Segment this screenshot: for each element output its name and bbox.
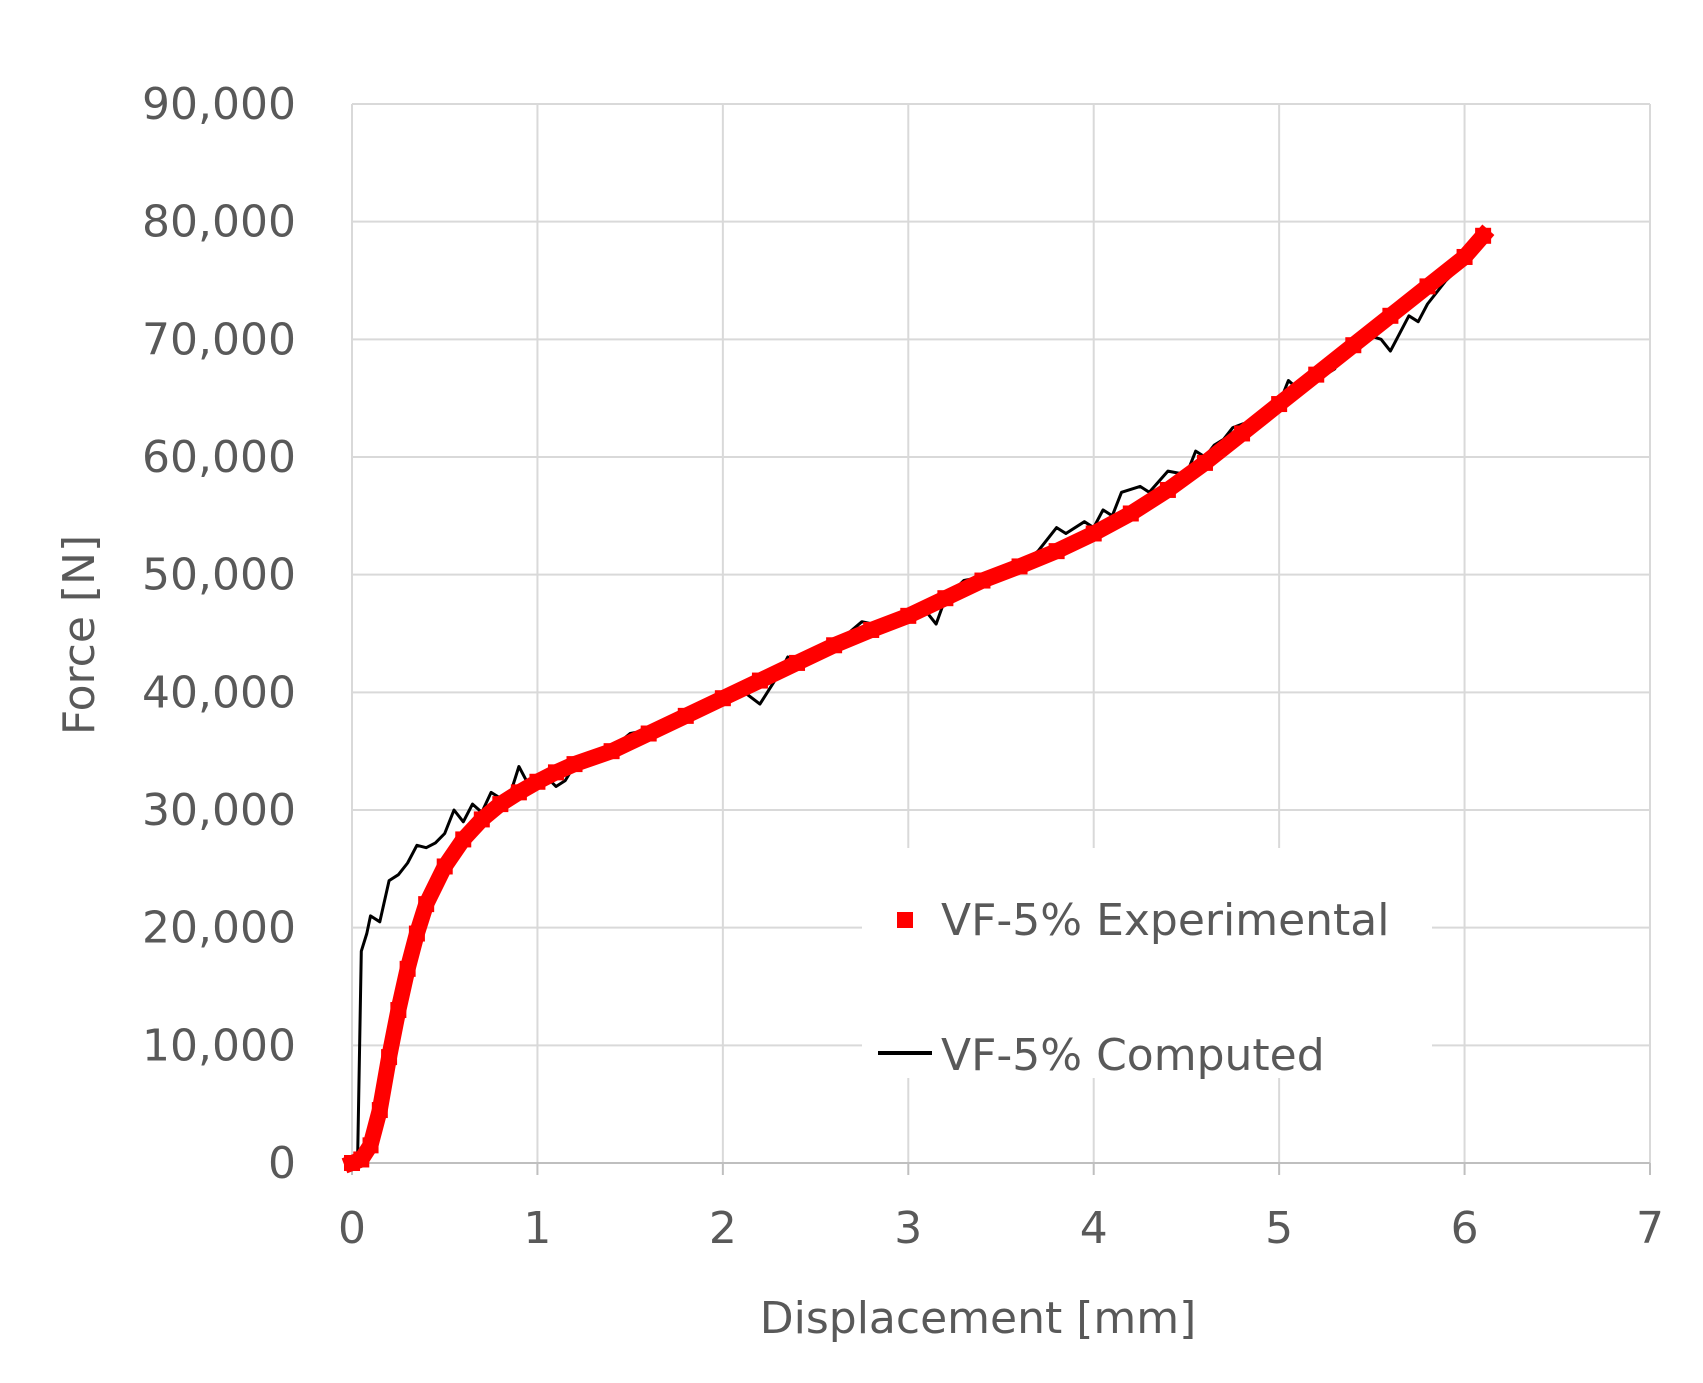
experimental-point: [455, 831, 472, 848]
y-tick-label: 50,000: [142, 550, 296, 601]
x-axis-title: Displacement [mm]: [760, 1293, 1197, 1344]
legend-computed-label: VF-5% Computed: [941, 1030, 1325, 1081]
x-tick-label: 3: [894, 1203, 922, 1254]
y-axis-title: Force [N]: [54, 535, 105, 735]
experimental-point: [1456, 248, 1473, 265]
x-tick-label: 4: [1080, 1203, 1108, 1254]
experimental-point: [640, 725, 657, 742]
experimental-point: [1196, 454, 1213, 471]
experimental-point: [974, 572, 991, 589]
x-tick-label: 2: [709, 1203, 737, 1254]
legend-experimental-marker: [897, 912, 913, 928]
tick-labels: 0 1 2 3 4 5 6 7 0 10,000 20,000 30,000 40,000 50,000 6…: [142, 79, 1664, 1254]
experimental-point: [1122, 505, 1139, 522]
experimental-point: [436, 858, 453, 875]
experimental-point: [492, 796, 509, 813]
experimental-point: [714, 690, 731, 707]
experimental-point: [473, 811, 490, 828]
y-tick-label: 0: [268, 1138, 296, 1189]
x-tick-label: 7: [1636, 1203, 1664, 1254]
experimental-point: [1345, 337, 1362, 354]
y-tick-label: 70,000: [142, 314, 296, 365]
experimental-point: [547, 764, 564, 781]
experimental-point: [399, 960, 416, 977]
experimental-point: [1048, 543, 1065, 560]
experimental-point: [603, 743, 620, 760]
experimental-point: [362, 1137, 379, 1154]
experimental-point: [789, 654, 806, 671]
experimental-point: [510, 784, 527, 801]
experimental-point: [566, 756, 583, 773]
experimental-point: [1419, 278, 1436, 295]
y-tick-label: 10,000: [142, 1020, 296, 1071]
experimental-point: [529, 773, 546, 790]
axes: [351, 1162, 1651, 1175]
x-tick-label: 0: [338, 1203, 366, 1254]
experimental-point: [1234, 425, 1251, 442]
experimental-point: [418, 896, 435, 913]
experimental-point: [1085, 525, 1102, 542]
experimental-point: [751, 672, 768, 689]
experimental-point: [1271, 396, 1288, 413]
plot-area: [341, 224, 1495, 1174]
experimental-point: [863, 621, 880, 638]
experimental-point: [1159, 481, 1176, 498]
legend-background: [862, 848, 1432, 1078]
experimental-point: [677, 707, 694, 724]
experimental-point: [371, 1102, 388, 1119]
y-tick-label: 80,000: [142, 197, 296, 248]
experimental-point: [1308, 366, 1325, 383]
y-tick-label: 20,000: [142, 903, 296, 954]
experimental-point: [1475, 227, 1492, 244]
x-tick-label: 1: [523, 1203, 551, 1254]
experimental-point: [1382, 307, 1399, 324]
y-tick-label: 60,000: [142, 432, 296, 483]
legend: VF-5% Experimental VF-5% Computed: [862, 848, 1432, 1081]
x-tick-label: 6: [1451, 1203, 1479, 1254]
experimental-point: [353, 1151, 370, 1168]
y-tick-label: 30,000: [142, 785, 296, 836]
experimental-point: [390, 1002, 407, 1019]
y-tick-label: 90,000: [142, 79, 296, 130]
experimental-point: [900, 607, 917, 624]
experimental-point: [826, 637, 843, 654]
experimental-point: [381, 1049, 398, 1066]
legend-experimental-label: VF-5% Experimental: [941, 895, 1390, 946]
x-tick-label: 5: [1265, 1203, 1293, 1254]
experimental-point: [1011, 558, 1028, 575]
experimental-point: [408, 925, 425, 942]
y-tick-label: 40,000: [142, 667, 296, 718]
experimental-point: [937, 590, 954, 607]
